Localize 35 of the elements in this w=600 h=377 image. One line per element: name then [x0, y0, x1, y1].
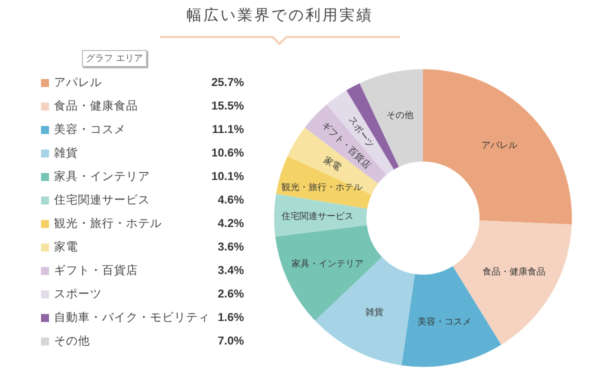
data-label: 7.0%	[218, 336, 244, 348]
data-label: 25.7%	[211, 77, 244, 89]
data-label: 15.5%	[211, 100, 244, 112]
legend-label: 家電	[54, 240, 78, 254]
legend-label: 雑貨	[54, 146, 78, 160]
legend-label: スポーツ	[54, 288, 102, 300]
legend-label: 自動車・バイク・モビリティ	[54, 311, 210, 324]
slice-label: 観光・旅行・ホテル	[281, 182, 362, 192]
legend-label: 家具・インテリア	[54, 169, 150, 183]
legend-label: 美容・コスメ	[54, 122, 126, 136]
slice-label: 家電	[322, 154, 343, 173]
slice-label: その他	[386, 110, 414, 120]
legend-label: ギフト・百貨店	[54, 263, 138, 277]
slice-label: 食品・健康食品	[482, 266, 546, 277]
data-label: 1.6%	[218, 312, 244, 324]
legend-label: アパレル	[54, 77, 102, 89]
slice-label: 住宅関連サービス	[281, 211, 354, 222]
legend-label: その他	[54, 334, 90, 348]
data-label: 3.6%	[218, 242, 244, 254]
data-label: 2.6%	[218, 288, 244, 300]
slice-label: 美容・コスメ	[417, 316, 472, 327]
data-label: 4.6%	[218, 194, 244, 206]
slice-label: 雑貨	[365, 306, 384, 317]
data-label: 10.6%	[211, 148, 244, 160]
data-label: 11.1%	[212, 124, 244, 136]
legend-label: 食品・健康食品	[54, 98, 138, 112]
legend-label: 住宅関連サービス	[53, 192, 150, 206]
legend-label: 観光・旅行・ホテル	[54, 217, 162, 230]
data-label: 3.4%	[218, 265, 244, 277]
slice-label: 家具・インテリア	[291, 258, 364, 268]
data-label: 4.2%	[218, 218, 244, 230]
slice-label: アパレル	[481, 140, 518, 150]
data-label: 10.1%	[211, 171, 244, 183]
chart-title: 幅広い業界での利用実績	[160, 6, 400, 38]
text: グラフ エリア	[82, 50, 147, 67]
